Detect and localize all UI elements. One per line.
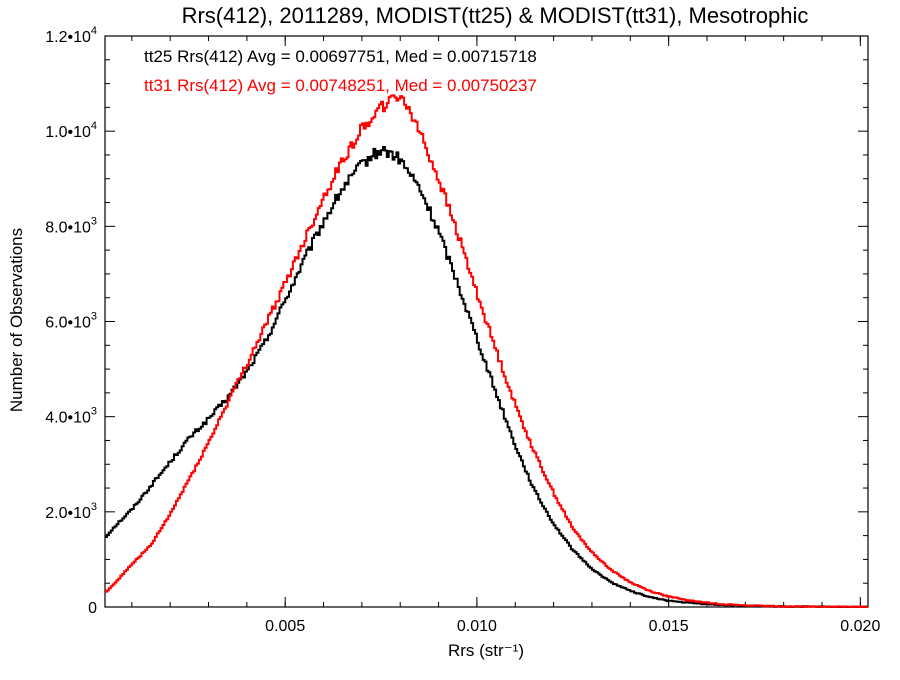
y-tick-label: 1.0•104 (45, 120, 97, 141)
y-axis-label: Number of Observations (7, 228, 26, 412)
y-tick-label: 6.0•103 (45, 311, 97, 332)
y-tick-exponent: 3 (91, 215, 97, 227)
x-axis-label: Rrs (str⁻¹) (448, 641, 524, 660)
y-tick-mantissa: 8.0•10 (45, 219, 91, 236)
series-layer (105, 94, 868, 608)
y-tick-mantissa: 2.0•10 (45, 505, 91, 522)
y-tick-label: 0 (88, 600, 97, 617)
y-tick-label: 1.2•104 (45, 25, 97, 46)
chart-title: Rrs(412), 2011289, MODIST(tt25) & MODIST… (182, 3, 809, 28)
x-tick-label: 0.005 (265, 618, 305, 635)
y-tick-label: 2.0•103 (45, 501, 97, 522)
x-tick-label: 0.015 (649, 618, 689, 635)
y-tick-exponent: 3 (91, 501, 97, 513)
x-tick-label: 0.020 (840, 618, 880, 635)
legend: tt25 Rrs(412) Avg = 0.00697751, Med = 0.… (144, 47, 537, 95)
y-tick-mantissa: 1.2•10 (45, 29, 91, 46)
axis-ticks: 0.005 0.010 0.015 0.02002.0•1034.0•1036.0•1… (45, 25, 880, 635)
legend-entry-tt25: tt25 Rrs(412) Avg = 0.00697751, Med = 0.… (144, 47, 537, 66)
y-tick-mantissa: 6.0•10 (45, 315, 91, 332)
y-tick-exponent: 3 (91, 311, 97, 323)
y-tick-mantissa: 0 (88, 600, 97, 617)
series-line-tt31 (105, 94, 868, 608)
x-tick-label: 0.010 (457, 618, 497, 635)
y-tick-exponent: 3 (91, 406, 97, 418)
y-tick-label: 8.0•103 (45, 215, 97, 236)
legend-entry-tt31: tt31 Rrs(412) Avg = 0.00748251, Med = 0.… (144, 76, 537, 95)
y-tick-exponent: 4 (91, 25, 97, 37)
y-tick-exponent: 4 (91, 120, 97, 132)
series-line-tt25 (105, 146, 868, 608)
y-tick-mantissa: 4.0•10 (45, 410, 91, 427)
y-tick-label: 4.0•103 (45, 406, 97, 427)
y-tick-mantissa: 1.0•10 (45, 124, 91, 141)
